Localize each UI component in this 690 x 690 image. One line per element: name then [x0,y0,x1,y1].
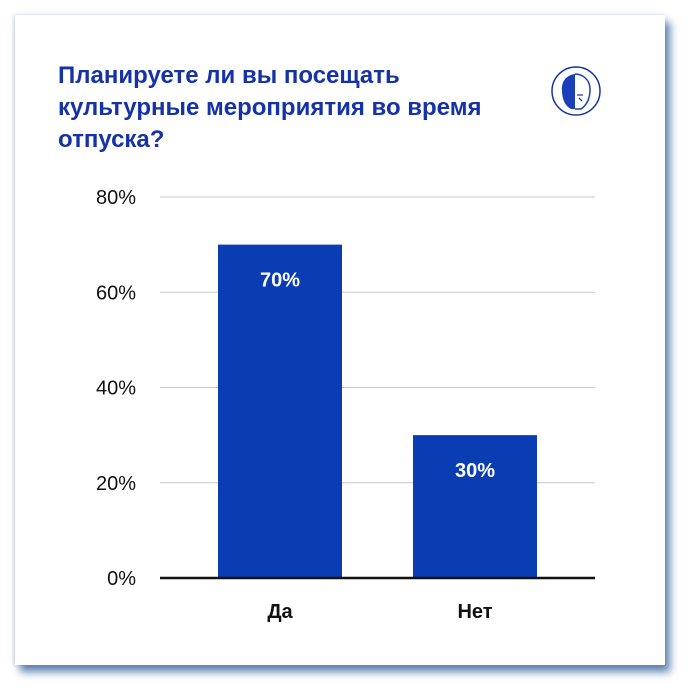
x-category-label: Да [267,601,293,623]
x-category-label: Нет [457,601,492,623]
bar-1 [218,244,342,578]
y-tick-label: 80% [96,187,136,209]
bar-2 [413,435,537,578]
y-tick-label: 40% [96,378,136,400]
data-label: 70% [260,270,300,292]
data-label: 30% [455,460,495,482]
y-tick-label: 60% [96,282,136,304]
y-tick-label: 0% [107,568,136,590]
chart-title: Планируете ли вы посещать культурные мер… [58,62,482,153]
y-tick-label: 20% [96,473,136,495]
lion-logo-icon [551,66,601,116]
